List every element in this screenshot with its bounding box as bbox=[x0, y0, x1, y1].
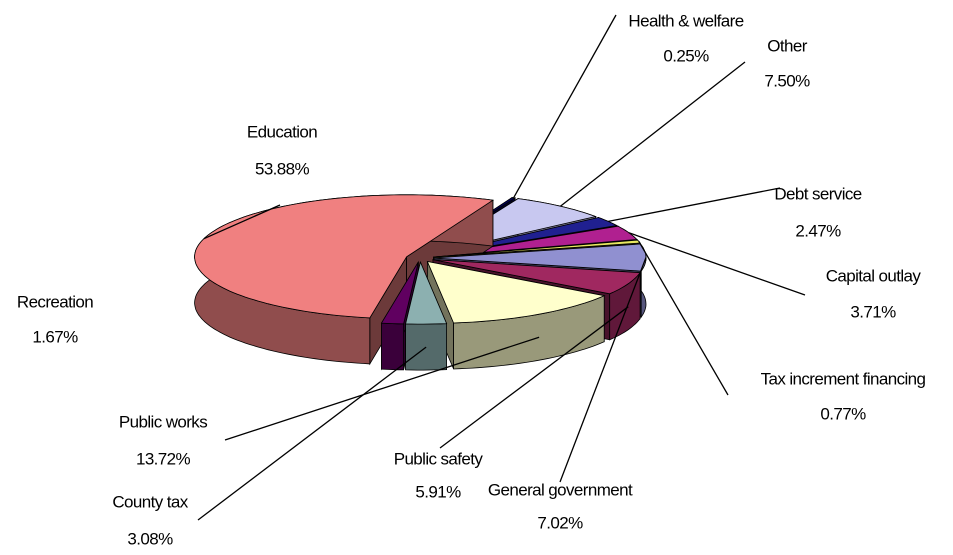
slice bbox=[432, 259, 641, 295]
slice-label: Tax increment financing bbox=[761, 369, 926, 388]
slice-label: Public safety bbox=[394, 449, 484, 468]
slice-value-label: 53.88% bbox=[255, 159, 310, 178]
slice-wall bbox=[405, 323, 447, 371]
leader-line bbox=[638, 241, 729, 396]
slice-label: Debt service bbox=[774, 184, 861, 203]
leader-line bbox=[513, 14, 617, 199]
leader-line bbox=[203, 204, 281, 240]
slice-label: Capital outlay bbox=[826, 266, 922, 285]
slice-label: Public works bbox=[119, 412, 207, 431]
leader-line bbox=[197, 346, 427, 521]
slice-value-label: 1.67% bbox=[32, 327, 78, 346]
slice-label: Health & welfare bbox=[628, 11, 743, 30]
slice-label: Recreation bbox=[17, 292, 93, 311]
slice bbox=[426, 260, 606, 324]
slice-value-label: 7.50% bbox=[764, 71, 810, 90]
slice-value-label: 0.77% bbox=[820, 404, 866, 423]
leader-line bbox=[559, 257, 647, 483]
slice-value-label: 5.91% bbox=[415, 482, 461, 501]
slice-label: Education bbox=[247, 122, 317, 141]
slice-value-label: 3.08% bbox=[127, 529, 173, 548]
slice-wall bbox=[381, 322, 404, 371]
leader-line bbox=[559, 61, 746, 207]
slice bbox=[405, 260, 448, 325]
leader-line bbox=[224, 336, 540, 441]
slice-value-label: 7.02% bbox=[537, 513, 583, 532]
slice-label: General government bbox=[488, 480, 633, 499]
slice bbox=[380, 261, 419, 325]
slice-label: Other bbox=[767, 36, 807, 55]
slice-label: County tax bbox=[112, 492, 188, 511]
slice-value-label: 3.71% bbox=[850, 302, 896, 321]
leader-line bbox=[608, 187, 781, 223]
slice-value-label: 2.47% bbox=[795, 221, 841, 240]
leader-line bbox=[628, 232, 806, 296]
slice-value-label: 0.25% bbox=[663, 46, 709, 65]
leader-line bbox=[439, 306, 629, 449]
slice-value-label: 13.72% bbox=[136, 449, 191, 468]
